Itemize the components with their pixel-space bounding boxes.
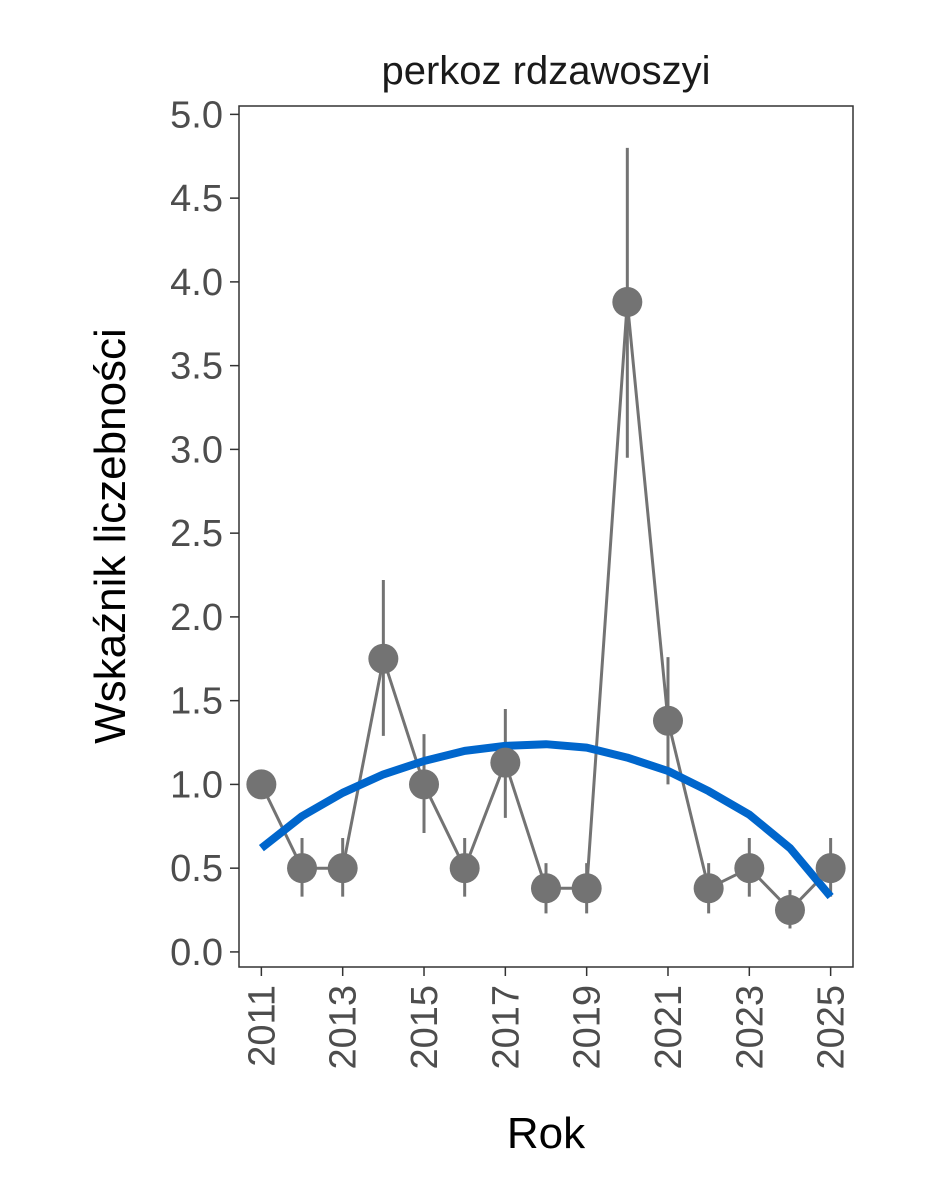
data-point <box>612 286 643 317</box>
y-tick-label: 2.0 <box>170 597 223 639</box>
y-axis: 0.0 0.5 1.0 1.5 2.0 2.5 3.0 3.5 4.0 4.5 5.0 <box>170 94 239 974</box>
trend-line <box>258 740 834 900</box>
x-tick-label: 2023 <box>729 985 771 1070</box>
data-point <box>571 873 602 904</box>
x-tick-label: 2017 <box>485 985 527 1070</box>
x-tick-label: 2025 <box>811 985 853 1070</box>
y-tick-label: 3.5 <box>170 346 223 388</box>
x-tick-label: 2021 <box>648 985 690 1070</box>
data-point <box>652 705 683 736</box>
chart-title: perkoz rdzawoszyi <box>381 49 710 93</box>
data-point <box>409 769 440 800</box>
y-tick-label: 2.5 <box>170 513 223 555</box>
x-axis: 2011 2013 2015 2017 2019 2021 2023 2025 <box>241 967 853 1070</box>
plot-panel <box>238 105 854 968</box>
data-point <box>531 873 561 904</box>
series-layer <box>246 147 846 929</box>
x-tick-label: 2013 <box>323 985 365 1070</box>
data-point <box>368 643 399 674</box>
y-tick-label: 4.0 <box>170 262 223 304</box>
data-point <box>774 895 805 926</box>
y-tick-label: 1.0 <box>170 764 223 806</box>
x-tick-label: 2019 <box>567 985 609 1070</box>
data-point <box>287 853 318 884</box>
y-tick-label: 0.0 <box>170 932 223 974</box>
y-tick-label: 4.5 <box>170 178 223 220</box>
y-tick-label: 5.0 <box>170 94 223 136</box>
data-point <box>449 853 480 884</box>
data-point <box>246 769 277 800</box>
y-axis-label: Wskaźnik liczebności <box>86 328 135 744</box>
data-point <box>815 853 846 884</box>
y-tick-label: 3.0 <box>170 429 223 471</box>
data-point <box>327 853 358 884</box>
y-tick-label: 1.5 <box>170 681 223 723</box>
data-point <box>693 873 724 904</box>
x-tick-label: 2015 <box>404 985 446 1070</box>
x-tick-label: 2011 <box>241 985 283 1067</box>
data-point <box>734 853 765 884</box>
data-point <box>490 747 521 778</box>
y-tick-label: 0.5 <box>170 848 223 890</box>
x-axis-label: Rok <box>507 1109 586 1158</box>
